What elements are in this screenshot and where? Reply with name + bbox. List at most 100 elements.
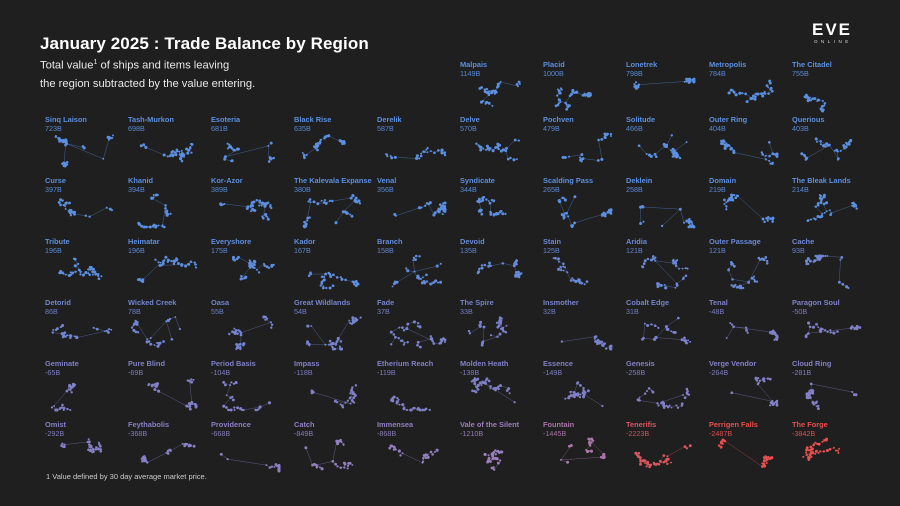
system-node <box>836 449 839 452</box>
system-node <box>88 215 91 218</box>
system-node <box>265 464 268 467</box>
system-node <box>153 387 157 392</box>
system-node <box>479 320 483 324</box>
region-value: 466B <box>626 124 643 133</box>
system-node <box>498 82 501 85</box>
system-node <box>253 266 256 269</box>
system-node <box>390 398 393 401</box>
logo-wordmark: EVE <box>812 20 853 39</box>
system-link <box>638 145 647 155</box>
system-node <box>84 271 88 275</box>
region-map <box>50 382 77 412</box>
system-link <box>395 207 420 217</box>
system-node <box>847 142 851 146</box>
region-map <box>802 437 841 461</box>
region-map <box>222 380 272 412</box>
system-link <box>396 271 415 283</box>
region-cell: Oasa 55B <box>211 298 287 354</box>
region-value: 214B <box>792 185 809 194</box>
system-node <box>805 93 808 96</box>
region-cell: Sinq Laison 723B <box>45 115 121 171</box>
system-node <box>580 281 583 285</box>
region-name: Metropolis <box>709 60 747 69</box>
region-map <box>231 255 275 281</box>
region-name: Insmother <box>543 298 579 307</box>
system-node <box>349 392 352 395</box>
system-node <box>139 144 143 148</box>
region-name: Scalding Pass <box>543 176 594 185</box>
system-node <box>97 277 101 281</box>
system-link <box>737 195 764 220</box>
system-node <box>63 140 67 144</box>
system-node <box>762 258 766 262</box>
system-link <box>500 81 519 87</box>
system-node <box>768 456 772 460</box>
system-node <box>764 256 768 259</box>
system-node <box>729 193 734 197</box>
system-node <box>492 450 496 454</box>
system-node <box>596 159 600 162</box>
system-node <box>766 216 770 220</box>
system-node <box>802 455 805 458</box>
system-node <box>315 145 319 149</box>
system-node <box>504 212 507 215</box>
system-node <box>64 138 67 141</box>
system-node <box>328 199 332 202</box>
system-node <box>421 460 425 463</box>
region-value: 635B <box>294 124 311 133</box>
system-node <box>487 454 490 457</box>
system-node <box>483 263 487 267</box>
system-node <box>475 142 478 145</box>
region-cell: Outer Ring 404B <box>709 115 785 171</box>
system-node <box>443 201 447 205</box>
system-node <box>166 155 169 158</box>
region-value: 158B <box>377 246 394 255</box>
region-name: Domain <box>709 176 737 185</box>
system-node <box>189 142 193 146</box>
system-node <box>401 452 404 455</box>
region-map <box>54 134 114 168</box>
system-node <box>305 153 308 157</box>
system-node <box>491 458 494 461</box>
system-node <box>671 155 674 158</box>
system-node <box>817 99 821 102</box>
system-node <box>835 449 837 452</box>
system-node <box>252 263 256 267</box>
system-link <box>483 326 485 342</box>
region-map <box>561 132 613 163</box>
system-node <box>178 327 181 331</box>
system-node <box>814 205 817 208</box>
system-node <box>820 199 823 202</box>
system-link <box>732 279 749 283</box>
region-cell: Providence -668B <box>211 420 287 476</box>
system-node <box>405 408 409 412</box>
system-node <box>234 328 238 332</box>
system-node <box>575 90 579 94</box>
region-cell: Fountain -1445B <box>543 420 619 476</box>
system-node <box>308 216 311 219</box>
system-node <box>167 213 170 216</box>
system-node <box>426 455 430 459</box>
system-node <box>89 446 92 449</box>
system-node <box>762 377 766 381</box>
system-node <box>320 282 324 285</box>
system-node <box>180 152 184 156</box>
system-node <box>847 286 850 290</box>
system-node <box>59 203 62 207</box>
system-node <box>662 142 666 146</box>
system-node <box>89 268 92 271</box>
system-node <box>248 259 251 262</box>
system-link <box>638 81 687 85</box>
system-node <box>252 200 256 204</box>
system-node <box>343 462 347 466</box>
region-name: Geminate <box>45 359 79 368</box>
system-node <box>732 325 735 329</box>
system-node <box>500 210 503 213</box>
system-node <box>134 330 138 334</box>
system-link <box>343 200 355 212</box>
system-node <box>111 137 114 139</box>
region-cell: Geminate -65B <box>45 359 121 415</box>
system-node <box>601 340 604 343</box>
system-node <box>588 450 590 452</box>
system-node <box>560 340 564 343</box>
